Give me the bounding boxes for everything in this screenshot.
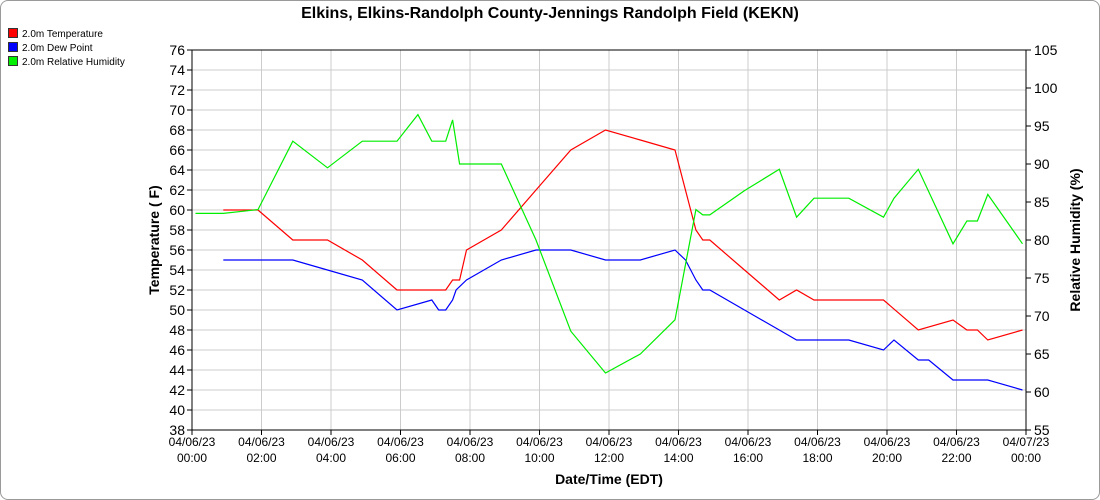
x-tick-time-label: 16:00 xyxy=(733,451,763,465)
series-lines xyxy=(195,113,1023,391)
legend-label-dew-point: 2.0m Dew Point xyxy=(22,43,93,54)
x-tick-time-label: 10:00 xyxy=(524,451,554,465)
y-tick-label: 50 xyxy=(169,302,185,318)
y2-tick-label: 85 xyxy=(1034,194,1050,210)
x-tick-date-label: 04/06/23 xyxy=(586,435,633,449)
y2-tick-label: 105 xyxy=(1034,42,1058,58)
y-tick-label: 64 xyxy=(169,162,185,178)
y2-tick-label: 70 xyxy=(1034,308,1050,324)
x-tick-date-label: 04/06/23 xyxy=(169,435,216,449)
y-axis-title: Temperature ( F) xyxy=(146,185,162,294)
x-tick-time-label: 02:00 xyxy=(246,451,276,465)
x-tick-time-label: 22:00 xyxy=(941,451,971,465)
x-tick-time-label: 12:00 xyxy=(594,451,624,465)
y-tick-label: 38 xyxy=(169,422,185,438)
legend-swatch-relative-humidity xyxy=(8,56,18,66)
x-tick-time-label: 20:00 xyxy=(872,451,902,465)
y-tick-label: 48 xyxy=(169,322,185,338)
y-tick-label: 62 xyxy=(169,182,185,198)
y2-tick-label: 75 xyxy=(1034,270,1050,286)
x-tick-date-label: 04/06/23 xyxy=(725,435,772,449)
x-tick-date-label: 04/06/23 xyxy=(864,435,911,449)
dew-point-line xyxy=(223,249,1023,391)
relative-humidity-line xyxy=(195,113,1023,374)
x-tick-time-label: 14:00 xyxy=(663,451,693,465)
legend-item-temperature: 2.0m Temperature xyxy=(8,28,125,42)
y-tick-label: 44 xyxy=(169,362,185,378)
legend-label-temperature: 2.0m Temperature xyxy=(22,29,103,40)
y-tick-label: 74 xyxy=(169,62,185,78)
legend-item-relative-humidity: 2.0m Relative Humidity xyxy=(8,56,125,70)
y2-tick-label: 90 xyxy=(1034,156,1050,172)
x-tick-date-label: 04/07/23 xyxy=(1003,435,1050,449)
y-tick-label: 42 xyxy=(169,382,185,398)
chart-legend: 2.0m Temperature 2.0m Dew Point 2.0m Rel… xyxy=(8,28,125,70)
y-tick-label: 70 xyxy=(169,102,185,118)
y2-tick-label: 60 xyxy=(1034,384,1050,400)
legend-swatch-temperature xyxy=(8,28,18,38)
x-tick-time-label: 18:00 xyxy=(802,451,832,465)
legend-label-relative-humidity: 2.0m Relative Humidity xyxy=(22,57,125,68)
x-tick-date-label: 04/06/23 xyxy=(447,435,494,449)
y-tick-label: 40 xyxy=(169,402,185,418)
y-tick-label: 52 xyxy=(169,282,185,298)
y-tick-label: 66 xyxy=(169,142,185,158)
y2-tick-label: 65 xyxy=(1034,346,1050,362)
y-tick-label: 54 xyxy=(169,262,185,278)
x-tick-time-label: 00:00 xyxy=(177,451,207,465)
y2-tick-label: 55 xyxy=(1034,422,1050,438)
x-tick-date-label: 04/06/23 xyxy=(377,435,424,449)
temperature-line xyxy=(223,129,1023,341)
y-tick-label: 58 xyxy=(169,222,185,238)
x-axis-title: Date/Time (EDT) xyxy=(555,471,663,487)
x-tick-date-label: 04/06/23 xyxy=(933,435,980,449)
y-tick-label: 46 xyxy=(169,342,185,358)
legend-item-dew-point: 2.0m Dew Point xyxy=(8,42,125,56)
y-tick-label: 60 xyxy=(169,202,185,218)
x-tick-date-label: 04/06/23 xyxy=(308,435,355,449)
x-tick-date-label: 04/06/23 xyxy=(794,435,841,449)
x-tick-time-label: 00:00 xyxy=(1011,451,1041,465)
y2-tick-label: 95 xyxy=(1034,118,1050,134)
axis-tick-labels: 38 40 42 44 46 48 50 52 54 56 58 60 62 64 66 68 70 72 74 76… xyxy=(169,42,1058,465)
x-tick-date-label: 04/06/23 xyxy=(516,435,563,449)
y2-tick-label: 80 xyxy=(1034,232,1050,248)
x-tick-time-label: 04:00 xyxy=(316,451,346,465)
legend-swatch-dew-point xyxy=(8,42,18,52)
axes xyxy=(187,49,1031,435)
x-tick-time-label: 06:00 xyxy=(385,451,415,465)
x-tick-date-label: 04/06/23 xyxy=(238,435,285,449)
plot-area-border xyxy=(191,49,1027,431)
x-tick-date-label: 04/06/23 xyxy=(655,435,702,449)
y-tick-label: 72 xyxy=(169,82,185,98)
y2-axis-title: Relative Humidity (%) xyxy=(1067,168,1083,311)
chart-title: Elkins, Elkins-Randolph County-Jennings … xyxy=(301,5,799,22)
x-tick-time-label: 08:00 xyxy=(455,451,485,465)
y2-tick-label: 100 xyxy=(1034,80,1058,96)
y-tick-label: 56 xyxy=(169,242,185,258)
y-tick-label: 68 xyxy=(169,122,185,138)
y-tick-label: 76 xyxy=(169,42,185,58)
